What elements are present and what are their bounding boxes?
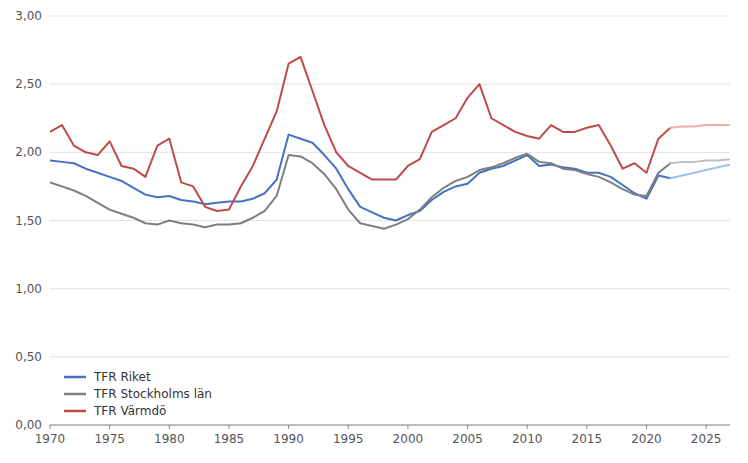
x-tick <box>527 425 528 429</box>
legend: TFR Riket TFR Stockholms län TFR Värmdö <box>64 370 212 418</box>
series-lines <box>50 57 730 229</box>
x-tick <box>348 425 349 429</box>
x-tick <box>109 425 110 429</box>
legend-swatch <box>64 393 86 396</box>
x-tick <box>467 425 468 429</box>
x-tick <box>288 425 289 429</box>
series-line <box>50 135 670 221</box>
y-tick-label: 1,00 <box>15 282 42 296</box>
x-tick-label: 2005 <box>452 432 483 446</box>
x-tick <box>50 425 51 429</box>
x-tick-label: 2015 <box>572 432 603 446</box>
grid-line <box>50 16 730 17</box>
grid-line <box>50 356 730 357</box>
legend-label: TFR Riket <box>93 370 151 384</box>
legend-swatch <box>64 410 86 413</box>
chart: 0,00 0,50 1,00 1,50 2,00 2,50 3,00 1970 1975 1980… <box>0 0 748 463</box>
series-line <box>670 165 730 179</box>
x-tick <box>407 425 408 429</box>
y-tick-label: 1,50 <box>15 214 42 228</box>
x-tick <box>586 425 587 429</box>
x-tick-label: 1975 <box>94 432 125 446</box>
x-tick <box>169 425 170 429</box>
series-line <box>670 125 730 128</box>
legend-label: TFR Värmdö <box>93 404 166 418</box>
grid-line <box>50 288 730 289</box>
x-tick-label: 2000 <box>393 432 424 446</box>
series-line <box>50 57 670 211</box>
x-tick-label: 1985 <box>214 432 245 446</box>
x-axis-line <box>50 425 730 426</box>
x-tick-label: 1970 <box>35 432 66 446</box>
x-tick-label: 2020 <box>631 432 662 446</box>
legend-swatch <box>64 376 86 379</box>
series-line <box>50 154 670 229</box>
x-tick <box>228 425 229 429</box>
x-axis: 1970 1975 1980 1985 1990 1995 2000 2005 2010 2015… <box>35 425 730 446</box>
grid-line <box>50 425 730 426</box>
y-tick-label: 0,00 <box>15 418 42 432</box>
y-tick-label: 3,00 <box>15 9 42 23</box>
grid-line <box>50 84 730 85</box>
x-tick-label: 1990 <box>273 432 304 446</box>
series-line <box>670 159 730 163</box>
y-tick-label: 2,00 <box>15 145 42 159</box>
x-tick-label: 1980 <box>154 432 185 446</box>
x-tick-label: 1995 <box>333 432 364 446</box>
x-tick-label: 2010 <box>512 432 543 446</box>
y-tick-label: 0,50 <box>15 350 42 364</box>
x-tick-label: 2025 <box>691 432 722 446</box>
x-tick <box>706 425 707 429</box>
y-tick-label: 2,50 <box>15 77 42 91</box>
x-tick <box>646 425 647 429</box>
grid-line <box>50 152 730 153</box>
legend-label: TFR Stockholms län <box>93 387 212 401</box>
y-axis: 0,00 0,50 1,00 1,50 2,00 2,50 3,00 <box>15 9 730 432</box>
